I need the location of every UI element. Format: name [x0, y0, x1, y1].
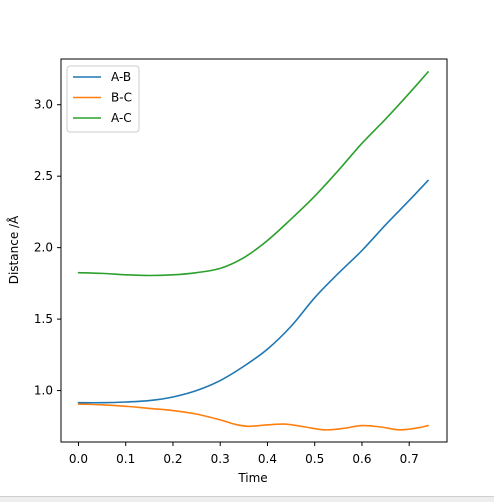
x-tick-label: 0.2: [163, 452, 182, 466]
legend-label-b-c: B-C: [111, 91, 132, 105]
x-axis-label: Time: [237, 471, 267, 485]
x-tick-label: 0.6: [352, 452, 371, 466]
legend-label-a-c: A-C: [111, 111, 132, 125]
series-line-b-c: [77, 403, 429, 431]
x-tick-label: 0.5: [305, 452, 324, 466]
plot-frame: [60, 58, 448, 443]
legend-label-a-b: A-B: [111, 70, 131, 84]
y-tick-label: 3.0: [34, 98, 53, 112]
bottom-toolbar-strip: [0, 496, 494, 502]
x-tick-label: 0.3: [211, 452, 230, 466]
y-tick-label: 1.5: [34, 312, 53, 326]
x-tick-label: 0.0: [69, 452, 88, 466]
x-tick-label: 0.7: [400, 452, 419, 466]
series-line-a-c: [77, 71, 429, 277]
series-line-a-b: [77, 179, 429, 404]
y-tick-label: 2.5: [34, 169, 53, 183]
x-tick-label: 0.1: [116, 452, 135, 466]
y-axis-label: Distance /Å: [6, 215, 21, 284]
y-tick-label: 1.0: [34, 384, 53, 398]
x-tick-label: 0.4: [258, 452, 277, 466]
legend-box: [66, 65, 140, 133]
y-tick-label: 2.0: [34, 241, 53, 255]
